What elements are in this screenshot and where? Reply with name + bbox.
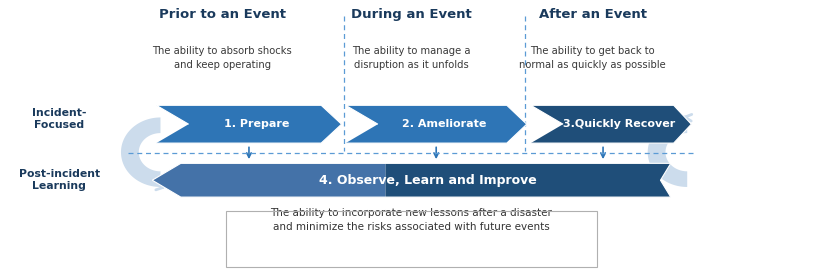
Text: The ability to incorporate new lessons after a disaster
and minimize the risks a: The ability to incorporate new lessons a… — [271, 208, 552, 231]
PathPatch shape — [156, 105, 342, 143]
Text: 4. Observe, Learn and Improve: 4. Observe, Learn and Improve — [319, 174, 537, 187]
Polygon shape — [152, 163, 385, 197]
Polygon shape — [121, 117, 160, 187]
Polygon shape — [648, 117, 687, 187]
PathPatch shape — [531, 105, 691, 143]
Text: Incident-
Focused: Incident- Focused — [32, 108, 86, 130]
Text: Prior to an Event: Prior to an Event — [159, 8, 286, 21]
Text: 1. Prepare: 1. Prepare — [225, 119, 290, 129]
Text: 2. Ameliorate: 2. Ameliorate — [402, 119, 486, 129]
Text: During an Event: During an Event — [351, 8, 472, 21]
Text: Post-incident
Learning: Post-incident Learning — [19, 169, 100, 191]
Text: The ability to manage a
disruption as it unfolds: The ability to manage a disruption as it… — [352, 46, 471, 69]
Text: After an Event: After an Event — [538, 8, 647, 21]
Text: The ability to absorb shocks
and keep operating: The ability to absorb shocks and keep op… — [152, 46, 292, 69]
Text: The ability to get back to
normal as quickly as possible: The ability to get back to normal as qui… — [519, 46, 666, 69]
PathPatch shape — [346, 105, 527, 143]
Text: 3.Quickly Recover: 3.Quickly Recover — [563, 119, 675, 129]
Polygon shape — [385, 163, 671, 197]
